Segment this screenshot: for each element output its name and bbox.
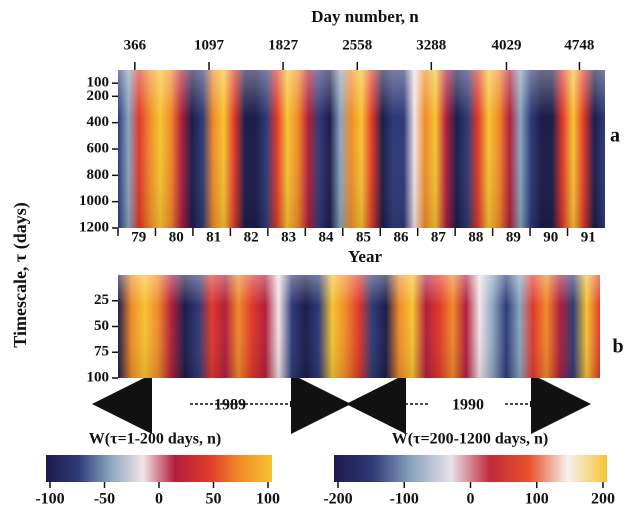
- y-tick-label: 1200: [79, 219, 109, 235]
- y-tick-label: 1000: [79, 193, 109, 209]
- x2-tick-label: 4748: [564, 37, 594, 53]
- x2-tick-label: 366: [124, 37, 147, 53]
- x-tick-label: -200: [323, 491, 352, 508]
- heatmap-shade: [118, 275, 600, 378]
- y-tick-label: 400: [87, 114, 110, 130]
- x-tick-label: 86: [393, 229, 409, 245]
- colorbar-title: W(τ=200-1200 days, n): [392, 431, 549, 448]
- y-tick-label: 50: [94, 318, 109, 334]
- x-tick-label: 81: [206, 229, 221, 245]
- arrow-label: 1990: [452, 397, 484, 414]
- x-tick-label: 100: [256, 491, 280, 508]
- arrow-label: 1989: [214, 397, 246, 414]
- x-tick-label: 88: [468, 229, 483, 245]
- x2-tick-label: 3288: [416, 37, 446, 53]
- x-tick-label: 80: [169, 229, 184, 245]
- y-tick-label: 200: [87, 88, 110, 104]
- panel-label: a: [610, 125, 620, 147]
- x-tick-label: 79: [131, 229, 146, 245]
- x-tick-label: 0: [155, 491, 163, 508]
- x-tick-label: 200: [591, 491, 615, 508]
- x-tick-label: 89: [506, 229, 521, 245]
- x-tick-label: 87: [431, 229, 447, 245]
- y-tick-label: 100: [87, 75, 110, 91]
- x2-tick-label: 4029: [491, 37, 521, 53]
- x-tick-label: 90: [543, 229, 558, 245]
- y-tick-label: 800: [87, 167, 110, 183]
- y-title: Timescale, τ (days): [10, 202, 31, 347]
- panel-label: b: [612, 336, 623, 358]
- x2-title: Day number, n: [311, 7, 419, 26]
- x-tick-label: 100: [525, 491, 549, 508]
- x-tick-label: 0: [467, 491, 475, 508]
- colorbar-title: W(τ=1-200 days, n): [89, 431, 222, 448]
- x-tick-label: 85: [356, 229, 371, 245]
- y-tick-label: 25: [94, 292, 109, 308]
- x-title: Year: [348, 247, 382, 266]
- x-tick-label: 91: [581, 229, 596, 245]
- x2-tick-label: 1097: [194, 37, 225, 53]
- y-tick-label: 600: [87, 140, 110, 156]
- x-tick-label: -50: [94, 491, 115, 508]
- heatmap-shade: [118, 70, 605, 228]
- x-tick-label: 84: [319, 229, 335, 245]
- x-tick-label: -100: [35, 491, 64, 508]
- x2-tick-label: 2558: [342, 37, 372, 53]
- x-tick-label: 83: [281, 229, 296, 245]
- x-tick-label: -100: [390, 491, 419, 508]
- y-tick-label: 100: [87, 369, 110, 385]
- colorbar: [46, 455, 272, 482]
- colorbar: [334, 455, 607, 482]
- y-tick-label: 75: [94, 344, 109, 360]
- x-tick-label: 50: [206, 491, 222, 508]
- x2-tick-label: 1827: [268, 37, 299, 53]
- x-tick-label: 82: [244, 229, 259, 245]
